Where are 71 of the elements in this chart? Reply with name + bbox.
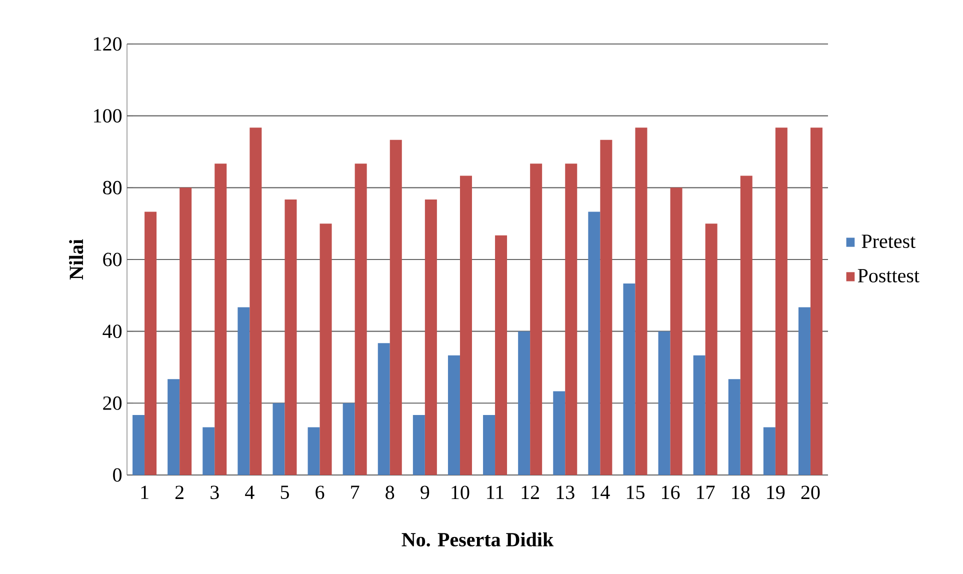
bar bbox=[354, 164, 367, 475]
x-tick-label: 10 bbox=[452, 486, 470, 500]
bar bbox=[798, 307, 810, 475]
x-tick-label: 20 bbox=[801, 486, 820, 500]
x-tick-label: 12 bbox=[522, 486, 539, 499]
bar bbox=[390, 140, 402, 475]
x-tick-label: 7 bbox=[351, 486, 360, 499]
bar bbox=[483, 415, 496, 475]
y-tick-label: 120 bbox=[94, 37, 122, 51]
bar bbox=[308, 427, 320, 475]
legend-label: Posttest bbox=[858, 269, 920, 282]
bar bbox=[705, 224, 718, 475]
bar bbox=[424, 200, 437, 475]
y-axis-title: Nilai bbox=[69, 239, 84, 280]
bar bbox=[810, 128, 822, 475]
bar bbox=[214, 164, 227, 475]
bar bbox=[623, 284, 636, 475]
y-tick-label: 80 bbox=[103, 180, 122, 194]
bar bbox=[635, 128, 648, 475]
x-tick-label: 2 bbox=[175, 486, 184, 499]
bar bbox=[728, 379, 740, 475]
x-tick-label: 4 bbox=[245, 486, 254, 499]
x-tick-label: 14 bbox=[592, 486, 610, 499]
bar bbox=[495, 235, 508, 475]
bar bbox=[284, 200, 297, 475]
bar bbox=[530, 164, 542, 475]
x-tick-label: 19 bbox=[767, 486, 785, 500]
bar bbox=[600, 140, 612, 475]
x-tick-label: 13 bbox=[556, 486, 574, 500]
bar bbox=[448, 355, 460, 475]
bar bbox=[320, 224, 332, 475]
bar bbox=[144, 212, 157, 475]
bar bbox=[775, 128, 788, 475]
bar bbox=[693, 355, 706, 475]
legend-label: Pretest bbox=[862, 234, 916, 248]
bar bbox=[412, 415, 425, 475]
x-tick-label: 18 bbox=[732, 486, 750, 500]
x-tick-label: 1 bbox=[141, 486, 148, 499]
bar bbox=[565, 164, 578, 475]
x-tick-label: 5 bbox=[280, 486, 289, 499]
x-tick-label: 8 bbox=[386, 486, 394, 500]
bar bbox=[202, 427, 215, 475]
x-axis-title: No. Peserta Didik bbox=[402, 532, 554, 547]
bar bbox=[518, 331, 530, 475]
bar bbox=[460, 176, 472, 475]
bar bbox=[342, 403, 355, 475]
bar bbox=[553, 391, 566, 475]
y-tick-label: 0 bbox=[113, 468, 122, 482]
y-tick-label: 40 bbox=[102, 324, 122, 338]
x-tick-label: 17 bbox=[697, 486, 715, 499]
y-tick-label: 20 bbox=[103, 396, 122, 410]
bar bbox=[588, 212, 600, 475]
bar bbox=[670, 188, 682, 475]
x-tick-label: 9 bbox=[420, 486, 430, 500]
bar bbox=[272, 403, 285, 475]
y-tick-label: 60 bbox=[103, 252, 122, 266]
x-tick-label: 3 bbox=[210, 486, 219, 500]
bar bbox=[168, 379, 180, 475]
y-tick-label: 100 bbox=[94, 109, 122, 123]
bar bbox=[238, 307, 250, 475]
x-tick-label: 11 bbox=[487, 486, 504, 499]
bar bbox=[132, 415, 145, 475]
bar bbox=[250, 128, 262, 475]
x-tick-label: 15 bbox=[626, 486, 644, 500]
bar bbox=[180, 188, 192, 475]
bar bbox=[740, 176, 752, 475]
x-tick-label: 16 bbox=[662, 486, 680, 500]
x-tick-label: 6 bbox=[316, 486, 324, 500]
bar bbox=[378, 343, 390, 475]
bar bbox=[658, 331, 670, 475]
bar bbox=[763, 427, 776, 475]
